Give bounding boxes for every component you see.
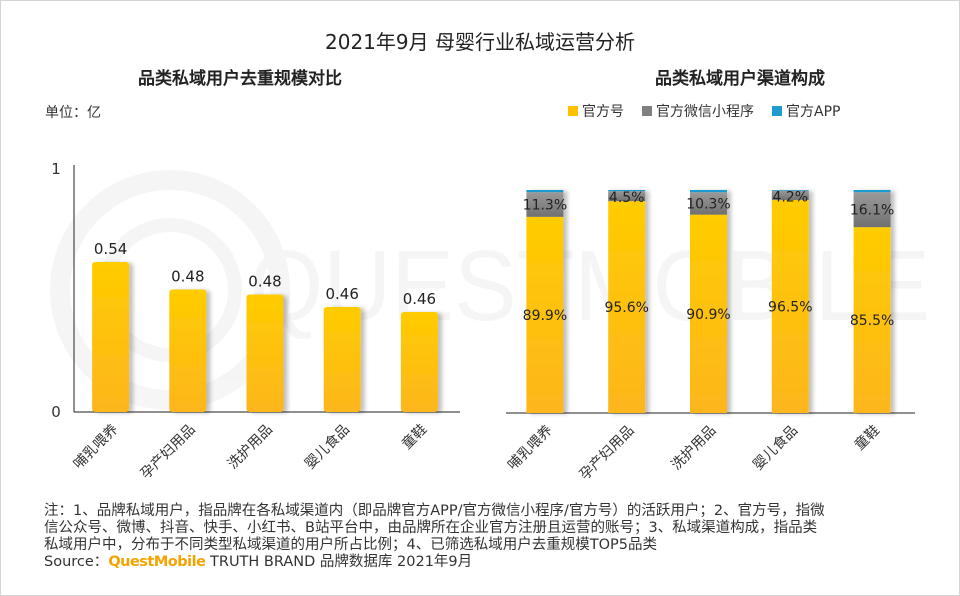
legend-label: 官方微信小程序 [656,104,754,120]
data-label: 89.9% [523,308,567,324]
stacked-bar [853,190,891,413]
data-label: 85.5% [850,313,894,329]
bar [169,289,207,412]
x-tick-label: 孕产妇用品 [576,422,638,484]
x-tick-label: 童鞋 [398,421,430,453]
page-title: 2021年9月 母婴行业私域运营分析 [325,30,635,54]
bar [323,307,361,412]
y-tick-label: 1 [51,160,61,178]
bar-segment-official-app [853,190,891,193]
data-label: 0.46 [403,290,436,308]
stacked-bar [771,190,809,413]
bar [400,312,438,412]
stacked-bar [526,190,564,413]
data-label: 4.2% [773,190,809,206]
x-tick-label: 洗护用品 [668,423,719,474]
legend-item-official-account: 官方号 [568,101,624,121]
source-prefix: Source： [44,554,109,570]
data-label: 0.46 [325,285,358,303]
x-tick-label: 洗护用品 [225,422,276,473]
data-label: 96.5% [768,299,812,315]
x-tick-label: 婴儿食品 [301,421,353,473]
data-label: 10.3% [686,196,730,212]
bar-segment-official-account [690,214,727,413]
bar-segment-official-account [608,201,646,413]
legend-item-official-app: 官方APP [772,101,840,121]
bar-segment-mini-program [690,192,727,215]
bar-segment-mini-program [526,192,564,217]
legend-swatch-official-app [772,106,782,116]
legend-swatch-mini-program [642,106,652,116]
data-label: 0.48 [171,268,204,286]
y-tick-label: 0 [51,403,61,421]
bar-segment-mini-program [608,191,646,202]
data-label: 16.1% [850,203,894,219]
data-label: 0.54 [94,240,127,258]
right-chart: 89.9% 11.3% 哺乳喂养 95.6% 4.5% 孕产妇用品 90.9% 10.3% 洗护… [505,190,915,484]
data-label: 95.6% [604,300,648,316]
bar-segment-official-app [526,190,564,193]
unit-label: 单位：亿 [45,105,101,121]
note-line-1: 注：1、品牌私域用户，指品牌在各私域渠道内（即品牌官方APP/官方微信小程序/官… [44,503,825,519]
data-label: 11.3% [523,198,567,214]
source-brand-logo: QuestMobile [108,554,206,570]
bar-segment-official-account [526,216,564,413]
bar-segment-official-app [771,190,809,191]
x-tick-label: 哺乳喂养 [505,423,556,474]
x-tick-label: 哺乳喂养 [71,422,122,473]
data-label: 90.9% [686,307,730,323]
legend-item-mini-program: 官方微信小程序 [642,101,754,121]
note-line-3: 私域用户中，分布于不同类型私域渠道的用户所占比例；4、已筛选私域用户去重规模TO… [44,537,657,553]
legend-label: 官方号 [582,104,624,120]
watermark-text: QUESTMOBILE [250,230,930,342]
bar [246,294,284,412]
stacked-bar [608,190,646,413]
x-tick-label: 婴儿食品 [750,422,802,474]
note-line-2: 信公众号、微博、抖音、快手、小红书、B站平台中，由品牌所在企业官方注册且运营的账… [44,520,818,536]
source-line: Source：QuestMobile TRUTH BRAND 品牌数据库 202… [44,554,924,571]
legend-label: 官方APP [786,104,841,120]
right-chart-title: 品类私域用户渠道构成 [655,69,825,89]
data-label: 0.48 [248,273,281,291]
bar [92,262,130,412]
x-tick-label: 童鞋 [851,422,883,454]
left-chart-title: 品类私域用户去重规模对比 [138,69,342,89]
legend-swatch-official-account [568,106,578,116]
bar-segment-official-account [853,227,891,413]
footnotes: 注：1、品牌私域用户，指品牌在各私域渠道内（即品牌官方APP/官方微信小程序/官… [44,503,924,571]
source-suffix: TRUTH BRAND 品牌数据库 2021年9月 [205,554,473,570]
bar-segment-official-app [608,190,646,192]
legend: 官方号 官方微信小程序 官方APP [568,101,840,121]
bar-segment-mini-program [771,190,809,200]
data-label: 4.5% [609,190,645,206]
bar-segment-mini-program [853,192,891,228]
stacked-bar [690,190,727,413]
bar-segment-official-app [690,190,727,193]
bar-segment-official-account [771,199,809,413]
x-tick-label: 孕产妇用品 [137,421,199,483]
